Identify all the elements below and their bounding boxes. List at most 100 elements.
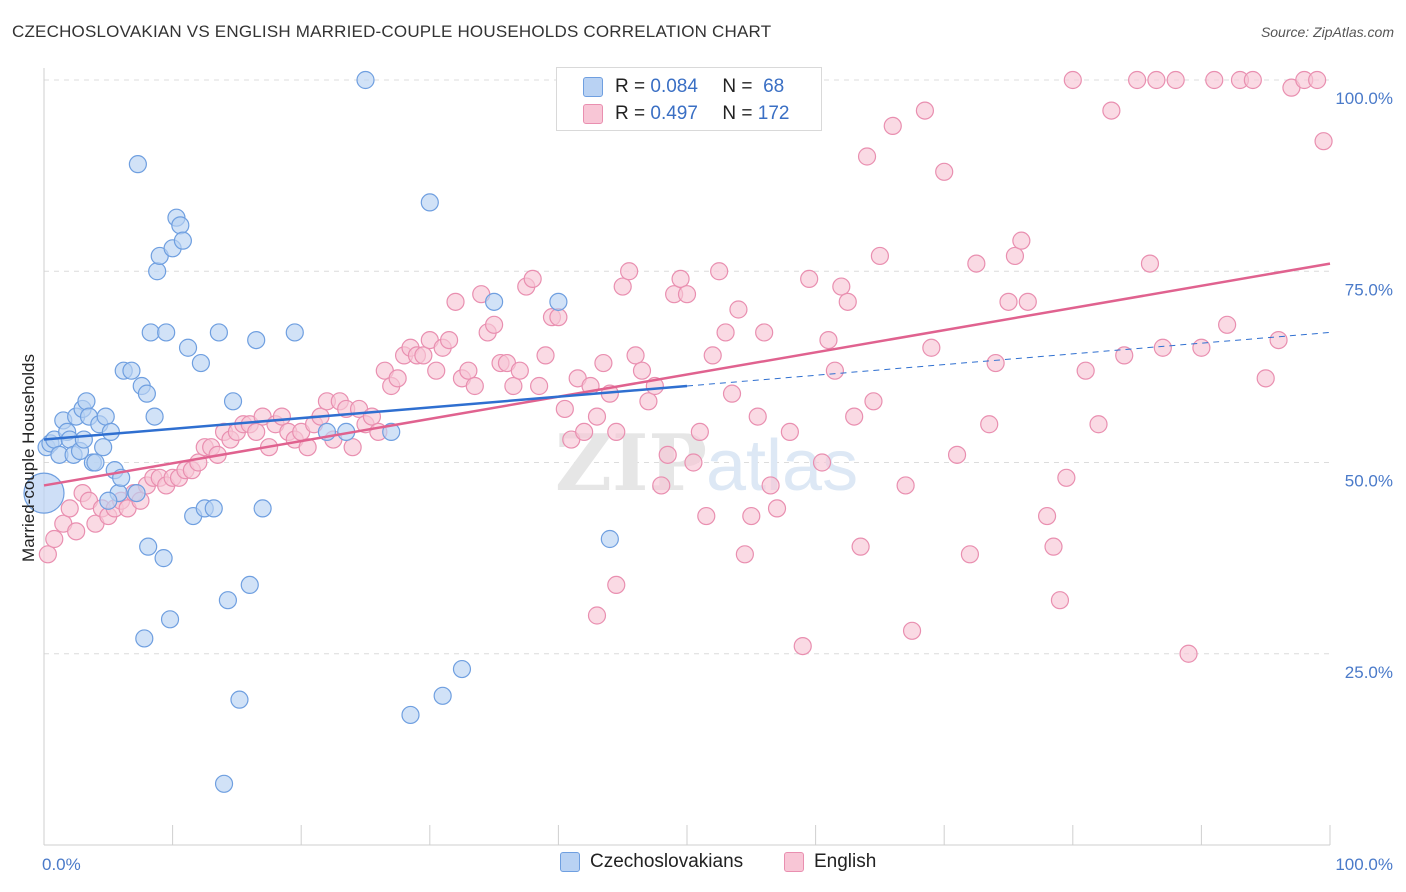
english-point: [626, 346, 645, 365]
legend-swatch-blue: [583, 77, 603, 97]
czechoslovakian-point: [128, 155, 147, 174]
bottom-legend-label-czechoslovakians: Czechoslovakians: [590, 851, 744, 872]
english-point: [780, 422, 799, 441]
english-point: [523, 269, 542, 288]
english-point: [1269, 331, 1288, 350]
czechoslovakian-point: [214, 774, 234, 793]
english-point: [1005, 246, 1025, 266]
english-point: [870, 246, 890, 266]
y-tick-label-2: 75.0%: [1345, 280, 1393, 299]
czechoslovakian-point: [240, 575, 259, 595]
czechoslovakian-point: [485, 292, 504, 311]
english-point: [838, 292, 857, 311]
english-point: [272, 407, 292, 426]
english-point: [857, 147, 877, 166]
english-point: [485, 315, 504, 334]
english-point: [832, 277, 851, 296]
english-point: [677, 285, 697, 304]
english-point: [825, 361, 844, 380]
english-point: [536, 346, 555, 365]
english-point: [722, 384, 742, 403]
english-point: [658, 445, 677, 464]
czechoslovakian-point: [145, 407, 164, 426]
czechoslovakian-point: [86, 453, 105, 472]
english-point: [594, 353, 613, 373]
english-point: [915, 101, 935, 120]
english-point: [1205, 70, 1224, 90]
english-point: [999, 292, 1018, 311]
czechoslovakian-point: [139, 537, 158, 556]
english-point: [459, 361, 478, 380]
trend-lines: [43, 262, 1331, 487]
english-point: [388, 369, 407, 388]
english-point: [883, 116, 902, 136]
english-point: [690, 422, 709, 441]
bottom-legend-swatch-pink: [784, 852, 804, 872]
czechoslovakian-point: [135, 629, 154, 648]
english-point: [922, 338, 941, 357]
english-point: [1063, 70, 1082, 90]
english-point: [1037, 506, 1057, 526]
czechoslovakian-point: [356, 70, 375, 90]
english-point: [1127, 70, 1147, 90]
czechoslovakian-point: [253, 499, 272, 518]
czechoslovakian-point: [209, 323, 228, 342]
english-point: [864, 392, 883, 411]
english-trendline: [43, 262, 1331, 487]
english-point: [1076, 361, 1095, 380]
english-point: [1179, 644, 1198, 663]
english-point: [1140, 254, 1160, 273]
czechoslovakian-trendline: [43, 384, 688, 441]
english-point: [935, 162, 954, 181]
czechoslovakian-point: [154, 549, 173, 568]
english-point: [1102, 101, 1121, 120]
czechoslovakian-point: [191, 353, 210, 373]
english-point: [587, 606, 607, 625]
english-point: [1018, 292, 1037, 311]
czechoslovakian-point: [204, 499, 223, 518]
czechoslovakian-point: [99, 491, 118, 510]
czechoslovakian-point: [122, 361, 141, 380]
english-point: [1243, 70, 1262, 90]
y-tick-label-3: 100.0%: [1335, 89, 1393, 108]
english-point: [45, 529, 64, 549]
legend-swatch-pink: [583, 104, 603, 124]
czechoslovakian-point: [157, 323, 176, 342]
english-point: [703, 346, 722, 365]
english-point: [1115, 346, 1134, 365]
english-point: [1256, 369, 1275, 388]
source-label: Source: ZipAtlas.com: [1260, 24, 1394, 40]
legend-n-value-pink: 172: [757, 103, 790, 124]
english-point: [1308, 70, 1327, 90]
czechoslovakian-point: [452, 659, 472, 679]
czechoslovakian-point: [101, 422, 120, 441]
correlation-legend: R = 0.084 N = 68 R = 0.497 N = 172: [556, 67, 822, 131]
english-point: [620, 262, 639, 281]
czechoslovakian-point: [218, 591, 237, 610]
x-tick-label-min: 0.0%: [42, 855, 81, 874]
english-point: [1012, 231, 1031, 250]
grid-lines: [44, 79, 1330, 655]
english-point: [986, 353, 1005, 373]
czechoslovakian-point: [96, 407, 115, 426]
czechoslovakian-point: [141, 323, 160, 342]
czechoslovakian-point: [94, 438, 113, 457]
english-point: [735, 545, 754, 564]
english-point: [1166, 70, 1185, 90]
english-point: [639, 392, 658, 411]
czechoslovakian-point: [173, 231, 192, 250]
english-point: [960, 545, 980, 564]
english-point: [1147, 70, 1166, 90]
legend-n-label-blue: N =: [722, 76, 753, 97]
english-point: [607, 575, 626, 595]
english-point: [845, 407, 864, 426]
legend-row-czechoslovakians: R = 0.084 N = 68: [583, 75, 784, 99]
english-point: [530, 376, 549, 396]
legend-n-label-pink: N =: [722, 103, 753, 124]
czechoslovakian-point: [171, 216, 190, 235]
y-axis-title: Married-couple Households: [19, 354, 38, 562]
bottom-legend-english: English: [784, 851, 876, 873]
english-point: [587, 407, 607, 426]
bottom-legend-swatch-blue: [560, 852, 580, 872]
